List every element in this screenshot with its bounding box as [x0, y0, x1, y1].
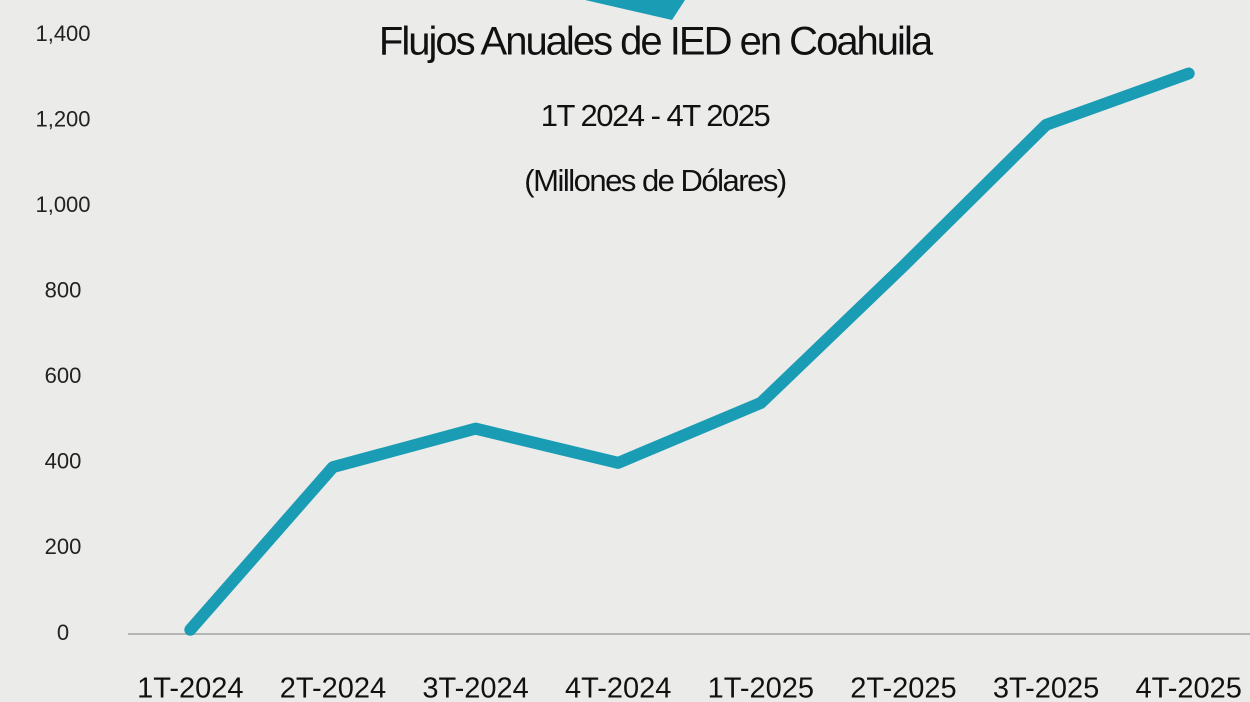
y-tick-label: 1,000 — [35, 192, 90, 217]
y-tick-label: 600 — [45, 363, 82, 388]
x-tick-label: 3T-2025 — [993, 673, 1099, 702]
x-tick-label: 1T-2025 — [708, 673, 814, 702]
chart-units: (Millones de Dólares) — [524, 163, 786, 198]
y-tick-label: 800 — [45, 278, 82, 303]
x-tick-label: 2T-2024 — [280, 673, 386, 702]
x-tick-label: 1T-2024 — [137, 673, 243, 702]
y-tick-label: 0 — [57, 620, 69, 645]
chart-subtitle: 1T 2024 - 4T 2025 — [541, 98, 770, 133]
x-tick-label: 4T-2024 — [565, 673, 671, 702]
y-tick-label: 1,400 — [35, 21, 90, 46]
line-series — [184, 67, 1195, 636]
y-tick-label: 200 — [45, 534, 82, 559]
x-tick-label: 3T-2024 — [422, 673, 528, 702]
decoration — [585, 0, 685, 20]
chart-title: Flujos Anuales de IED en Coahuila — [379, 20, 934, 64]
x-tick-label: 4T-2025 — [1135, 673, 1241, 702]
y-tick-label: 1,200 — [35, 106, 90, 131]
y-tick-label: 400 — [45, 449, 82, 474]
x-tick-label: 2T-2025 — [850, 673, 956, 702]
